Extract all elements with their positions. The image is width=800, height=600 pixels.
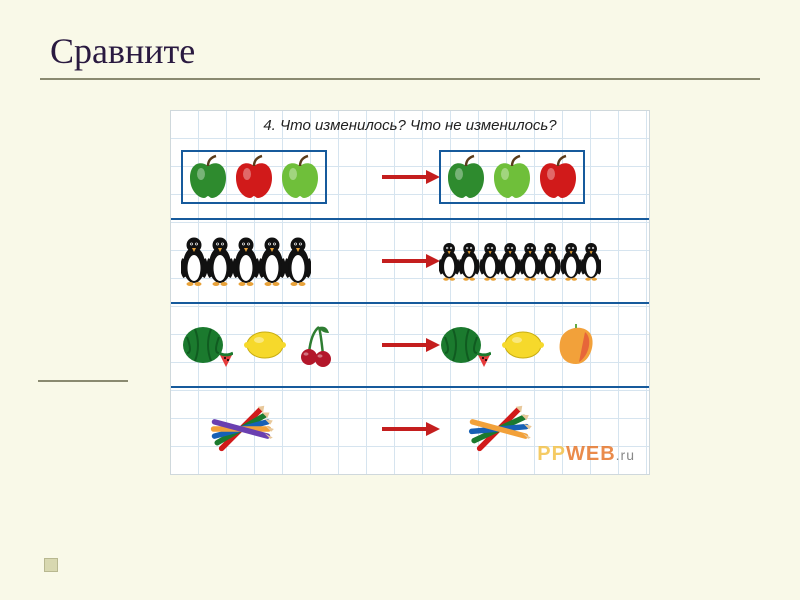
penguin-icon bbox=[181, 235, 207, 287]
penguin-icon bbox=[207, 235, 233, 287]
row-fruits bbox=[171, 304, 649, 388]
watermelon-icon bbox=[439, 323, 491, 367]
pencils-icon bbox=[181, 397, 301, 461]
penguin-icon bbox=[480, 241, 500, 282]
penguin-icon bbox=[459, 241, 479, 282]
lemon-icon bbox=[501, 327, 545, 363]
task-number: 4. bbox=[263, 117, 276, 134]
apple-icon bbox=[536, 154, 580, 200]
penguin-icon bbox=[520, 241, 540, 282]
lemon-icon bbox=[243, 327, 287, 363]
worksheet-title: 4. Что изменилось? Что не изменилось? bbox=[171, 117, 649, 134]
penguin-icon bbox=[285, 235, 311, 287]
penguins-right bbox=[439, 220, 639, 302]
apple-icon bbox=[490, 154, 534, 200]
watermark-pp: PP bbox=[537, 443, 566, 465]
apple-icon bbox=[186, 154, 230, 200]
slide: Сравните 4. Что изменилось? Что не измен… bbox=[0, 0, 800, 600]
penguin-icon bbox=[259, 235, 285, 287]
penguin-icon bbox=[540, 241, 560, 282]
slide-title: Сравните bbox=[50, 30, 760, 72]
fruits-left bbox=[181, 304, 381, 386]
penguin-icon bbox=[581, 241, 601, 282]
watermark-web: WEB bbox=[566, 443, 616, 465]
penguins-left bbox=[181, 220, 381, 302]
row-penguins bbox=[171, 220, 649, 304]
watermark: PPWEB.ru bbox=[537, 443, 635, 466]
arrow-icon bbox=[380, 335, 440, 355]
arrow-icon bbox=[380, 251, 440, 271]
watermelon-icon bbox=[181, 323, 233, 367]
fruits-right bbox=[439, 304, 639, 386]
mango-icon bbox=[555, 324, 597, 366]
side-rule bbox=[38, 380, 128, 382]
penguin-icon bbox=[500, 241, 520, 282]
penguin-icon bbox=[233, 235, 259, 287]
worksheet: 4. Что изменилось? Что не изменилось? bbox=[170, 110, 650, 475]
apples-left bbox=[181, 136, 381, 218]
title-rule bbox=[40, 78, 760, 80]
watermark-ru: .ru bbox=[616, 447, 635, 463]
arrow-icon bbox=[380, 419, 440, 439]
arrow-icon bbox=[380, 167, 440, 187]
apple-icon bbox=[444, 154, 488, 200]
slide-bullet-icon bbox=[44, 558, 58, 572]
task-text: Что изменилось? Что не изменилось? bbox=[280, 117, 557, 134]
pencils-left bbox=[181, 388, 381, 470]
penguin-icon bbox=[439, 241, 459, 282]
penguin-icon bbox=[561, 241, 581, 282]
apples-right bbox=[439, 136, 639, 218]
cherry-icon bbox=[297, 323, 335, 367]
row-apples bbox=[171, 136, 649, 220]
apple-icon bbox=[232, 154, 276, 200]
apple-icon bbox=[278, 154, 322, 200]
